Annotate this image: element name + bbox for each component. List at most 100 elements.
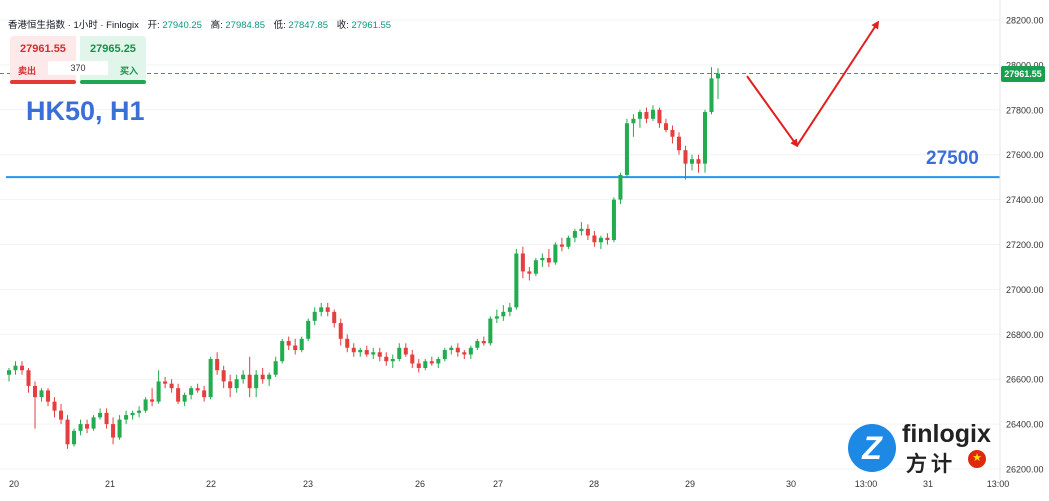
candle-body bbox=[533, 260, 538, 274]
candle-body bbox=[676, 136, 681, 151]
candle-body bbox=[364, 350, 369, 355]
candle-body bbox=[715, 73, 721, 79]
x-tick-label: 23 bbox=[303, 479, 313, 489]
x-tick-label: 27 bbox=[493, 479, 503, 489]
candle-body bbox=[241, 374, 246, 380]
candle-body bbox=[540, 257, 545, 261]
candle-body bbox=[709, 78, 714, 113]
candle-body bbox=[579, 228, 584, 232]
candle-body bbox=[423, 361, 428, 368]
candle-body bbox=[618, 174, 623, 200]
x-tick-label: 28 bbox=[589, 479, 599, 489]
candle-body bbox=[221, 370, 226, 382]
candle-body bbox=[299, 338, 304, 351]
logo-word: finlogix bbox=[902, 420, 991, 448]
candle-body bbox=[273, 361, 278, 375]
candle-body bbox=[117, 419, 122, 438]
x-tick-label: 21 bbox=[105, 479, 115, 489]
candle-body bbox=[293, 345, 298, 351]
candle-body bbox=[384, 356, 389, 362]
candle-body bbox=[195, 388, 200, 391]
candle-body bbox=[416, 363, 421, 368]
candle-body bbox=[6, 370, 12, 375]
candle-body bbox=[104, 412, 109, 425]
low-value: 27847.85 bbox=[288, 20, 329, 31]
candle-body bbox=[13, 365, 18, 371]
x-tick-label: 26 bbox=[415, 479, 425, 489]
high-label: 高: bbox=[210, 20, 223, 31]
candle-body bbox=[163, 381, 168, 384]
logo-mark-icon: Z bbox=[848, 424, 896, 472]
candle-body bbox=[702, 112, 708, 164]
x-tick-label: 31 bbox=[923, 479, 933, 489]
candle-body bbox=[39, 390, 44, 398]
candle-body bbox=[488, 318, 493, 344]
candle-body bbox=[624, 123, 629, 175]
candle-body bbox=[475, 341, 480, 348]
time-axis[interactable]: 20 21 22 23 26 27 28 29 30 13:00 31 13:00 bbox=[9, 479, 1009, 489]
candle-body bbox=[527, 271, 532, 274]
candle-body bbox=[520, 253, 525, 272]
candle-body bbox=[169, 383, 174, 389]
instrument-title: 香港恒生指数 · 1小时 · Finlogix bbox=[8, 20, 139, 31]
candle-body bbox=[312, 311, 317, 321]
candle-body bbox=[637, 112, 642, 119]
y-tick-label: 28000.00 bbox=[1006, 60, 1044, 70]
candle-body bbox=[631, 118, 636, 124]
candle-body bbox=[338, 323, 343, 339]
candle-body bbox=[507, 307, 512, 312]
candles bbox=[6, 67, 721, 449]
candle-body bbox=[605, 237, 610, 241]
candle-body bbox=[345, 338, 350, 348]
buy-price: 27965.25 bbox=[90, 43, 136, 55]
current-price-tag: 27961.55 bbox=[1001, 66, 1045, 82]
candle-body bbox=[358, 350, 363, 353]
price-axis[interactable]: 26200.00 26400.00 26600.00 26800.00 27000.00… bbox=[999, 0, 1044, 480]
level-annotation: 27500 bbox=[926, 148, 979, 169]
candle-body bbox=[377, 352, 382, 357]
candle-body bbox=[130, 412, 135, 416]
candle-body bbox=[150, 399, 155, 402]
candle-body bbox=[683, 150, 688, 164]
quantity-input[interactable]: 370 bbox=[48, 61, 108, 75]
close-value: 27961.55 bbox=[351, 20, 392, 31]
y-tick-label: 27000.00 bbox=[1006, 285, 1044, 295]
candle-body bbox=[78, 424, 83, 431]
candle-body bbox=[254, 374, 259, 389]
candle-body bbox=[143, 399, 148, 411]
chart-header: 香港恒生指数 · 1小时 · Finlogix 开: 27940.25 高: 2… bbox=[8, 17, 391, 31]
candle-body bbox=[390, 358, 395, 362]
candle-body bbox=[650, 109, 655, 119]
candle-body bbox=[351, 347, 356, 353]
candle-body bbox=[91, 417, 96, 429]
candle-body bbox=[208, 358, 213, 398]
candle-body bbox=[111, 424, 116, 438]
candle-body bbox=[156, 381, 161, 402]
candle-body bbox=[234, 379, 239, 389]
candle-body bbox=[72, 430, 77, 445]
candle-body bbox=[65, 419, 70, 445]
candle-body bbox=[553, 244, 558, 263]
candle-body bbox=[546, 257, 551, 263]
candle-body bbox=[585, 228, 590, 236]
candle-body bbox=[611, 199, 616, 241]
buy-bar bbox=[80, 80, 146, 84]
candle-body bbox=[46, 390, 51, 402]
logo-chinese: 方计 bbox=[906, 453, 956, 476]
candle-body bbox=[33, 385, 38, 398]
y-tick-label: 27200.00 bbox=[1006, 240, 1044, 250]
candle-body bbox=[26, 370, 31, 386]
open-value: 27940.25 bbox=[162, 20, 202, 31]
y-tick-label: 28200.00 bbox=[1006, 16, 1044, 26]
candle-body bbox=[696, 159, 701, 164]
candle-body bbox=[85, 424, 90, 429]
candle-body bbox=[52, 401, 57, 411]
candle-body bbox=[397, 347, 402, 359]
x-tick-label: 20 bbox=[9, 479, 19, 489]
candle-body bbox=[59, 410, 64, 420]
candle-body bbox=[267, 374, 272, 380]
y-tick-label: 26400.00 bbox=[1006, 420, 1044, 430]
candle-body bbox=[598, 237, 603, 243]
candle-body bbox=[566, 237, 571, 247]
